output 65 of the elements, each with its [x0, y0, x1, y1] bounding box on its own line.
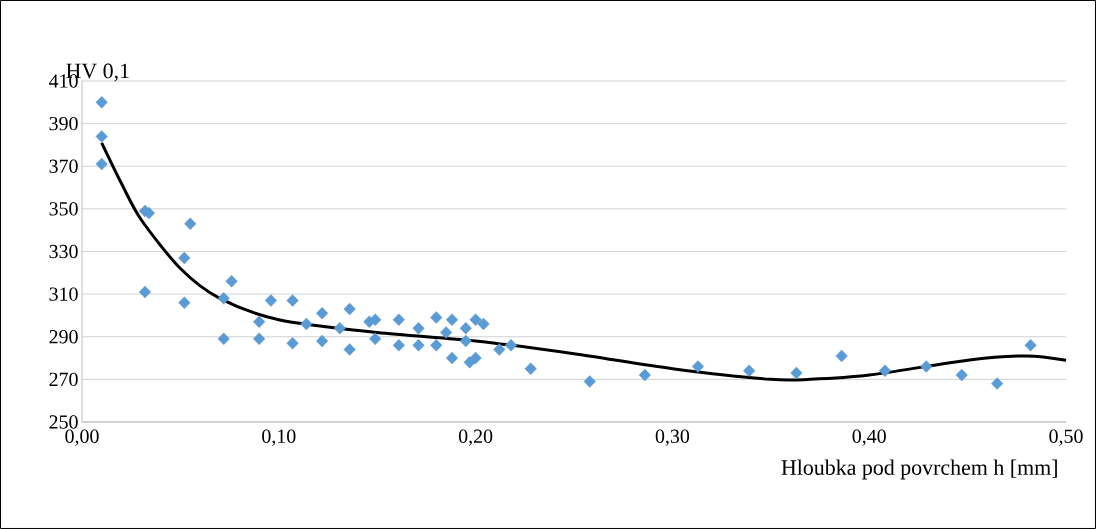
point: [524, 362, 537, 375]
point: [253, 332, 266, 346]
point: [835, 349, 848, 363]
y-tick-label: 350: [49, 202, 78, 216]
point: [445, 313, 459, 326]
x-tick-label: 0,20: [458, 429, 493, 446]
point: [430, 311, 443, 324]
x-tick-label: 0,50: [1049, 429, 1083, 446]
point: [369, 332, 382, 346]
point: [691, 360, 705, 373]
point: [392, 339, 405, 352]
point: [493, 343, 506, 356]
point: [316, 334, 329, 348]
x-tick-label: 0,30: [655, 429, 690, 446]
y-tick-label: 310: [49, 287, 78, 301]
point: [1024, 339, 1037, 352]
point: [430, 339, 443, 352]
point: [343, 343, 356, 356]
point: [469, 313, 482, 326]
point: [178, 296, 191, 309]
point: [459, 334, 472, 348]
point: [95, 130, 108, 143]
y-tick-label: 290: [49, 330, 78, 344]
y-tick-label: 270: [49, 372, 78, 387]
point: [178, 251, 191, 265]
point: [286, 336, 299, 350]
point: [253, 315, 266, 329]
y-tick-label: 330: [49, 244, 78, 259]
point: [991, 377, 1004, 390]
point: [412, 322, 425, 335]
point: [638, 368, 651, 382]
point: [920, 360, 933, 373]
x-tick-label: 0,00: [65, 429, 99, 446]
point: [459, 322, 472, 335]
point: [217, 292, 230, 305]
point: [184, 217, 197, 230]
point: [316, 307, 329, 320]
point: [217, 332, 230, 346]
y-tick-label: 250: [49, 415, 78, 429]
point: [743, 364, 756, 378]
point: [333, 322, 346, 335]
y-tick-label: 370: [49, 159, 78, 173]
point: [95, 157, 108, 171]
point: [469, 351, 482, 365]
point: [440, 326, 453, 339]
point: [392, 313, 405, 326]
x-tick-label: 0,10: [262, 429, 296, 446]
point: [286, 294, 299, 307]
point: [878, 364, 891, 378]
point: [504, 339, 518, 352]
point: [95, 96, 108, 109]
x-axis-title: Hloubka pod povrchem h [mm]: [781, 459, 1057, 480]
point: [300, 317, 313, 331]
point: [264, 294, 277, 307]
point: [343, 302, 356, 316]
point: [225, 275, 238, 288]
point: [790, 366, 803, 380]
point: [445, 351, 459, 365]
point: [412, 339, 425, 352]
point: [955, 368, 968, 382]
point: [138, 285, 152, 299]
point: [583, 375, 596, 388]
x-tick-label: 0,40: [852, 429, 886, 446]
point: [477, 317, 490, 331]
y-tick-label: 390: [49, 116, 78, 131]
